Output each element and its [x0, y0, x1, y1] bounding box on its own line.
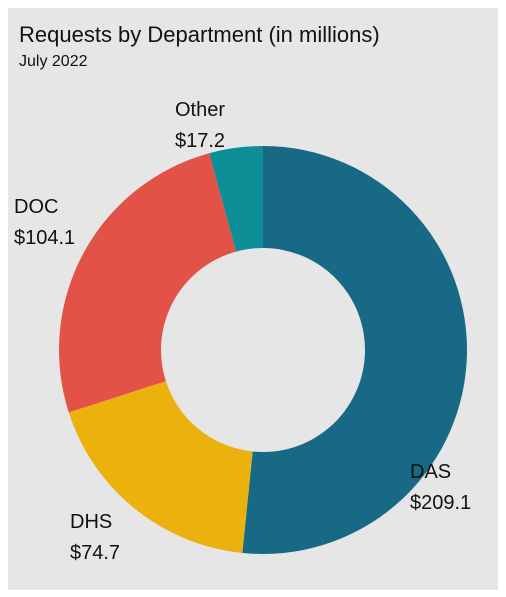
slice-value-label: $104.1 — [14, 227, 75, 249]
chart-title: Requests by Department (in millions) — [19, 22, 380, 47]
slice-value-label: $17.2 — [175, 130, 225, 152]
slice-value-label: $209.1 — [410, 492, 471, 514]
donut-slice — [209, 146, 263, 252]
slice-value-label: $74.7 — [70, 542, 120, 564]
donut-slice — [68, 381, 253, 553]
chart-subtitle: July 2022 — [19, 53, 88, 70]
slice-label: DOC — [14, 196, 58, 218]
slice-label: DAS — [410, 461, 451, 483]
donut-slice — [242, 146, 468, 554]
donut-slice — [58, 153, 237, 413]
slice-label: Other — [175, 99, 225, 121]
slice-label: DHS — [70, 511, 112, 533]
